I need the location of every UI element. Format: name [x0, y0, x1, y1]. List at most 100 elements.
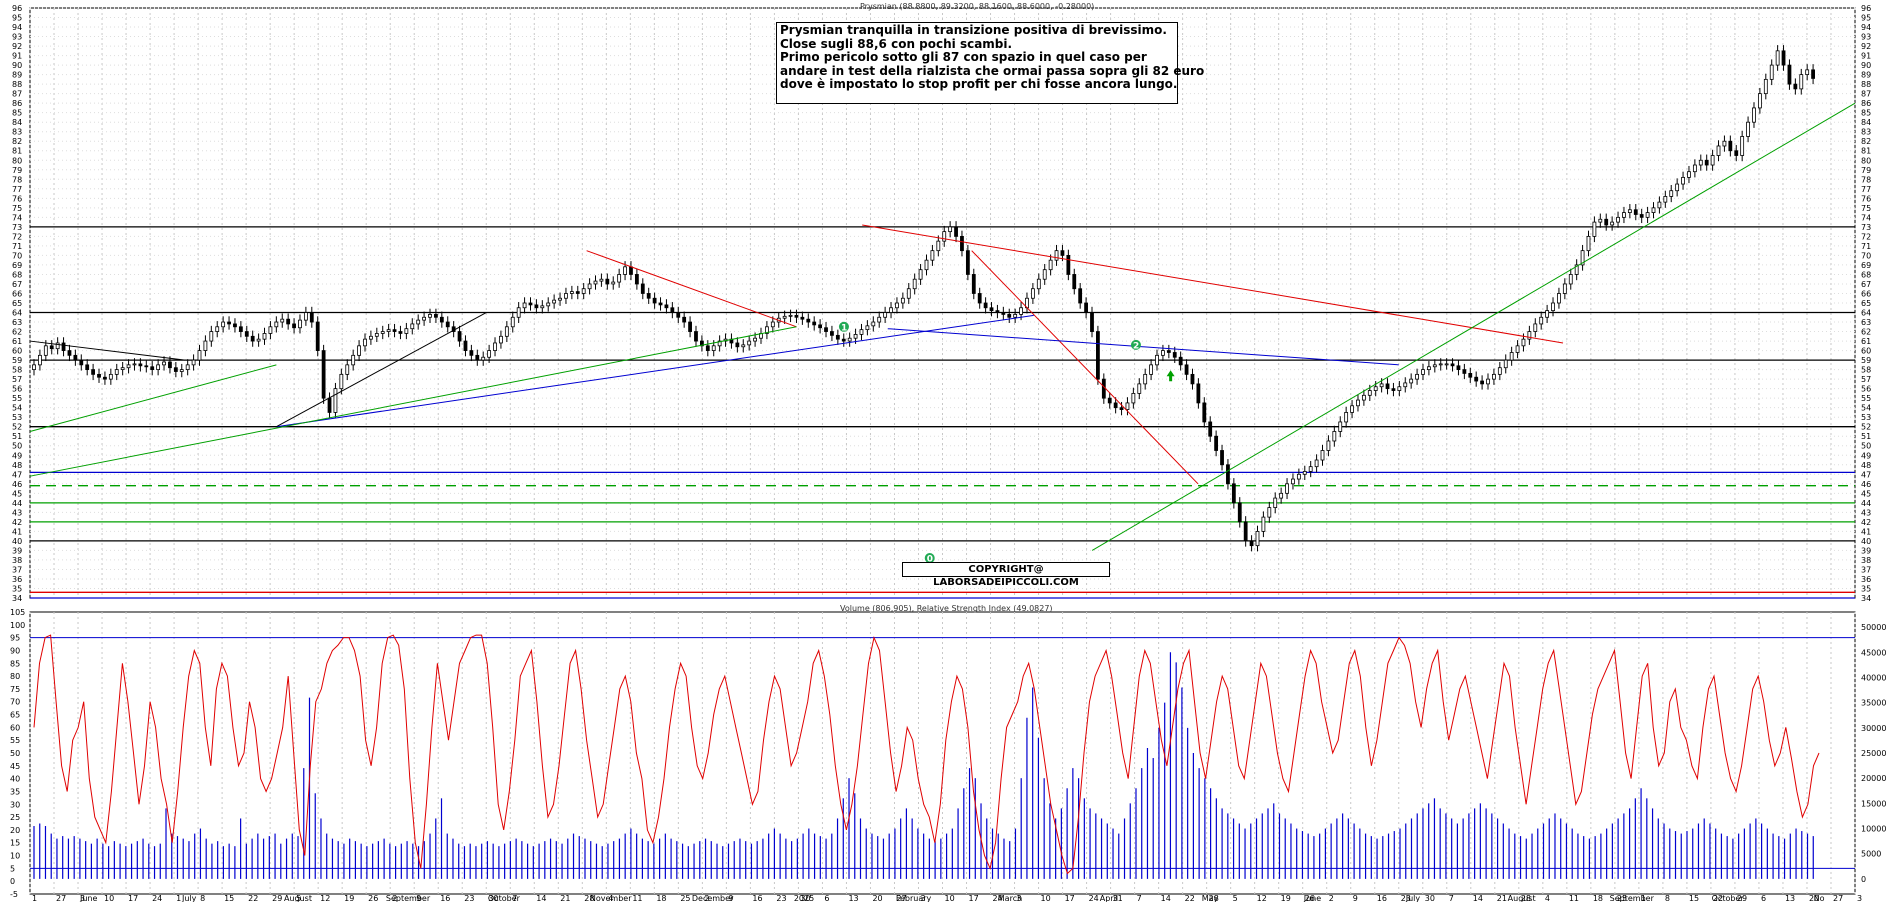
candle-body — [735, 342, 740, 348]
y-tick-label-right: 79 — [1861, 166, 1871, 175]
y-tick-label-right: 73 — [1861, 223, 1871, 232]
y-tick-label-right: 46 — [1861, 480, 1871, 489]
candle-body — [339, 373, 344, 390]
candle-body — [1084, 302, 1088, 313]
y-tick-label-left: 43 — [12, 508, 22, 517]
candle-body — [930, 250, 935, 261]
candle-body — [1675, 183, 1680, 192]
candle-body — [1409, 378, 1414, 384]
candle-body — [1604, 218, 1609, 226]
candle-body — [481, 356, 486, 361]
candle-body — [895, 302, 899, 309]
candle-body — [1166, 350, 1171, 353]
candle-body — [404, 328, 409, 334]
y-tick-label-right: 52 — [1861, 423, 1871, 432]
candle-body — [694, 331, 698, 342]
y-tick-label-left: 37 — [12, 565, 22, 574]
candle-body — [185, 364, 190, 371]
candle-body — [1285, 483, 1289, 494]
candle-body — [268, 326, 273, 334]
y-tick-label-left: 72 — [12, 232, 22, 241]
candle-body — [55, 342, 60, 350]
candle-body — [806, 318, 811, 323]
y-tick-label-right: 92 — [1861, 42, 1871, 51]
candle-body — [983, 302, 988, 309]
candle-body — [1698, 159, 1703, 166]
y-tick-label-right: 86 — [1861, 99, 1871, 108]
candle-body — [948, 226, 953, 233]
y-tick-label-left: 90 — [12, 61, 22, 70]
y-tick-label-left: 91 — [12, 52, 22, 61]
trendline — [862, 224, 1564, 344]
y-tick-label-left: 56 — [12, 385, 22, 394]
x-day-tick-label: 27 — [1833, 894, 1843, 902]
volume-tick-label: 25000 — [1861, 749, 1886, 758]
candle-body — [1592, 221, 1597, 237]
candle-body — [1161, 350, 1165, 356]
candle-body — [1568, 274, 1573, 285]
rsi-tick-label: 50 — [10, 749, 20, 758]
x-day-tick-label: 9 — [728, 894, 733, 902]
candle-body — [658, 302, 663, 306]
candle-body — [1497, 367, 1502, 375]
x-month-label: May — [1202, 894, 1219, 902]
x-month-label: July — [1405, 894, 1421, 902]
x-day-tick-label: 28 — [584, 894, 594, 902]
rsi-tick-label: 10 — [10, 852, 20, 861]
y-tick-label-right: 37 — [1861, 565, 1871, 574]
candle-body — [1338, 421, 1343, 432]
x-day-tick-label: 6 — [824, 894, 829, 902]
candle-body — [1007, 314, 1012, 318]
candle-body — [1030, 288, 1035, 299]
y-tick-label-right: 90 — [1861, 61, 1871, 70]
candle-body — [357, 345, 361, 356]
candle-body — [1480, 380, 1484, 385]
candle-body — [1757, 93, 1762, 109]
candle-body — [995, 310, 1000, 313]
candle-body — [386, 329, 391, 332]
candle-body — [1119, 407, 1124, 410]
x-day-tick-label: 17 — [969, 894, 979, 902]
candle-body — [120, 367, 125, 371]
candle-body — [1539, 316, 1544, 325]
trendline — [887, 328, 1399, 366]
candle-body — [209, 331, 214, 342]
candle-body — [1190, 373, 1195, 385]
x-day-tick-label: 10 — [945, 894, 955, 902]
x-day-tick-label: 29 — [272, 894, 282, 902]
candle-body — [794, 314, 799, 318]
candle-body — [1226, 464, 1230, 485]
candle-body — [1586, 235, 1591, 252]
y-tick-label-right: 81 — [1861, 147, 1871, 156]
candle-body — [871, 321, 876, 327]
candle-body — [747, 340, 752, 346]
candle-body — [918, 269, 923, 280]
candle-body — [1663, 196, 1668, 203]
candle-body — [877, 316, 882, 323]
candle-body — [1326, 440, 1331, 451]
candle-body — [1456, 365, 1461, 371]
x-month-label: April — [1100, 894, 1118, 902]
x-day-tick-label: 27 — [896, 894, 906, 902]
candle-body — [422, 316, 426, 321]
candle-body — [670, 307, 675, 313]
candle-body — [114, 369, 119, 375]
y-tick-label-right: 95 — [1861, 14, 1871, 23]
candle-body — [1746, 121, 1750, 137]
candle-body — [859, 329, 864, 335]
candle-body — [705, 345, 710, 351]
y-tick-label-right: 68 — [1861, 270, 1871, 279]
y-tick-label-right: 42 — [1861, 518, 1871, 527]
candle-body — [286, 318, 291, 325]
x-day-tick-label: 5 — [1233, 894, 1238, 902]
y-tick-label-left: 44 — [12, 499, 22, 508]
x-day-tick-label: 23 — [464, 894, 474, 902]
rsi-tick-label: 0 — [10, 877, 15, 886]
rsi-tick-label: 30 — [10, 800, 20, 809]
candle-body — [1397, 386, 1402, 391]
x-day-tick-label: 19 — [1281, 894, 1291, 902]
candle-body — [487, 350, 492, 358]
x-day-tick-label: 18 — [1593, 894, 1603, 902]
candle-body — [1509, 352, 1514, 361]
candle-body — [1320, 450, 1325, 461]
